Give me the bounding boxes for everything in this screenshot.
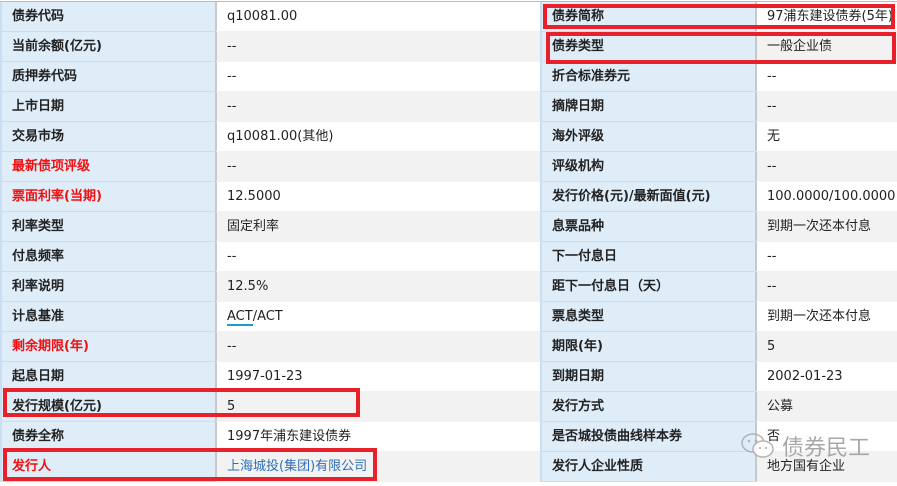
field-label: 发行人企业性质 xyxy=(540,452,755,482)
table-row: 最新债项评级 -- 评级机构 -- xyxy=(0,152,897,182)
table-row: 利率类型 固定利率 息票品种 到期一次还本付息 xyxy=(0,212,897,242)
field-value: 无 xyxy=(755,122,897,152)
field-value: q10081.00 xyxy=(215,2,540,32)
field-label: 发行方式 xyxy=(540,392,755,422)
field-value: 1997-01-23 xyxy=(215,362,540,392)
field-label: 债券代码 xyxy=(0,2,215,32)
field-value: 到期一次还本付息 xyxy=(755,212,897,242)
field-label: 剩余期限(年) xyxy=(0,332,215,362)
table-row: 交易市场 q10081.00(其他) 海外评级无 xyxy=(0,122,897,152)
field-value: 97浦东建设债券(5年) xyxy=(755,2,897,32)
table-row: 发行规模(亿元) 5 发行方式 公募 xyxy=(0,392,897,422)
field-value: -- xyxy=(755,242,897,272)
table-row: 债券全称 1997年浦东建设债券 是否城投债曲线样本券否 xyxy=(0,422,897,452)
field-value: 上海城投(集团)有限公司 xyxy=(215,452,540,482)
table-row: 发行人 上海城投(集团)有限公司 发行人企业性质 地方国有企业 xyxy=(0,452,897,482)
field-value: 1997年浦东建设债券 xyxy=(215,422,540,452)
field-label: 海外评级 xyxy=(540,122,755,152)
field-value: 12.5% xyxy=(215,272,540,302)
field-value: 100.0000/100.0000 xyxy=(755,182,897,212)
field-value: -- xyxy=(755,272,897,302)
issuer-link[interactable]: 上海城投(集团)有限公司 xyxy=(227,459,368,474)
field-label: 利率说明 xyxy=(0,272,215,302)
field-value: 5 xyxy=(755,332,897,362)
field-label: 上市日期 xyxy=(0,92,215,122)
table-row: 付息频率 -- 下一付息日 -- xyxy=(0,242,897,272)
table-row: 债券代码 q10081.00 债券简称 97浦东建设债券(5年) xyxy=(0,2,897,32)
field-value: ACT/ACT xyxy=(215,302,540,332)
table-row: 利率说明 12.5% 距下一付息日（天） -- xyxy=(0,272,897,302)
field-label: 当前余额(亿元) xyxy=(0,32,215,62)
field-value: -- xyxy=(755,92,897,122)
table-row: 票面利率(当期) 12.5000 发行价格(元)/最新面值(元) 100.0000/1… xyxy=(0,182,897,212)
field-value: 2002-01-23 xyxy=(755,362,897,392)
field-label: 票息类型 xyxy=(540,302,755,332)
field-label: 债券全称 xyxy=(0,422,215,452)
field-value: 地方国有企业 xyxy=(755,452,897,482)
field-label: 是否城投债曲线样本券 xyxy=(540,422,755,452)
field-label: 到期日期 xyxy=(540,362,755,392)
table-row: 起息日期 1997-01-23 到期日期 2002-01-23 xyxy=(0,362,897,392)
table-row: 剩余期限(年) -- 期限(年) 5 xyxy=(0,332,897,362)
field-value: -- xyxy=(215,242,540,272)
field-label: 发行规模(亿元) xyxy=(0,392,215,422)
field-label: 付息频率 xyxy=(0,242,215,272)
field-value: 固定利率 xyxy=(215,212,540,242)
table-row: 质押券代码 -- 折合标准券元 -- xyxy=(0,62,897,92)
field-value: q10081.00(其他) xyxy=(215,122,540,152)
watermark: 债券民工 xyxy=(740,430,870,462)
day-count-suffix: /ACT xyxy=(252,309,283,324)
field-label: 发行人 xyxy=(0,452,215,482)
field-label: 评级机构 xyxy=(540,152,755,182)
field-value: 12.5000 xyxy=(215,182,540,212)
field-label: 最新债项评级 xyxy=(0,152,215,182)
field-label: 债券简称 xyxy=(540,2,755,32)
field-label: 票面利率(当期) xyxy=(0,182,215,212)
field-value: -- xyxy=(755,62,897,92)
field-label: 起息日期 xyxy=(0,362,215,392)
field-value: -- xyxy=(215,92,540,122)
field-value: 公募 xyxy=(755,392,897,422)
watermark-text: 债券民工 xyxy=(782,436,871,461)
field-label: 折合标准券元 xyxy=(540,62,755,92)
field-value: -- xyxy=(215,152,540,182)
field-label: 债券类型 xyxy=(540,32,755,62)
field-label: 息票品种 xyxy=(540,212,755,242)
table-row: 当前余额(亿元) -- 债券类型 一般企业债 xyxy=(0,32,897,62)
field-label: 期限(年) xyxy=(540,332,755,362)
field-label: 计息基准 xyxy=(0,302,215,332)
field-label: 质押券代码 xyxy=(0,62,215,92)
table-row: 上市日期 -- 摘牌日期 -- xyxy=(0,92,897,122)
field-value: 到期一次还本付息 xyxy=(755,302,897,332)
field-value: -- xyxy=(215,62,540,92)
field-value: -- xyxy=(215,32,540,62)
field-value: 5 xyxy=(215,392,540,422)
wechat-icon xyxy=(741,433,774,458)
field-label: 利率类型 xyxy=(0,212,215,242)
field-label: 摘牌日期 xyxy=(540,92,755,122)
field-value: 否 xyxy=(755,422,897,452)
field-label: 交易市场 xyxy=(0,122,215,152)
field-value: -- xyxy=(755,152,897,182)
field-value: 一般企业债 xyxy=(755,32,897,62)
field-label: 发行价格(元)/最新面值(元) xyxy=(540,182,755,212)
day-count-link[interactable]: ACT xyxy=(227,309,253,326)
field-label: 下一付息日 xyxy=(540,242,755,272)
field-label: 距下一付息日（天） xyxy=(540,272,755,302)
field-value: -- xyxy=(215,332,540,362)
table-row: 计息基准 ACT/ACT 票息类型 到期一次还本付息 xyxy=(0,302,897,332)
